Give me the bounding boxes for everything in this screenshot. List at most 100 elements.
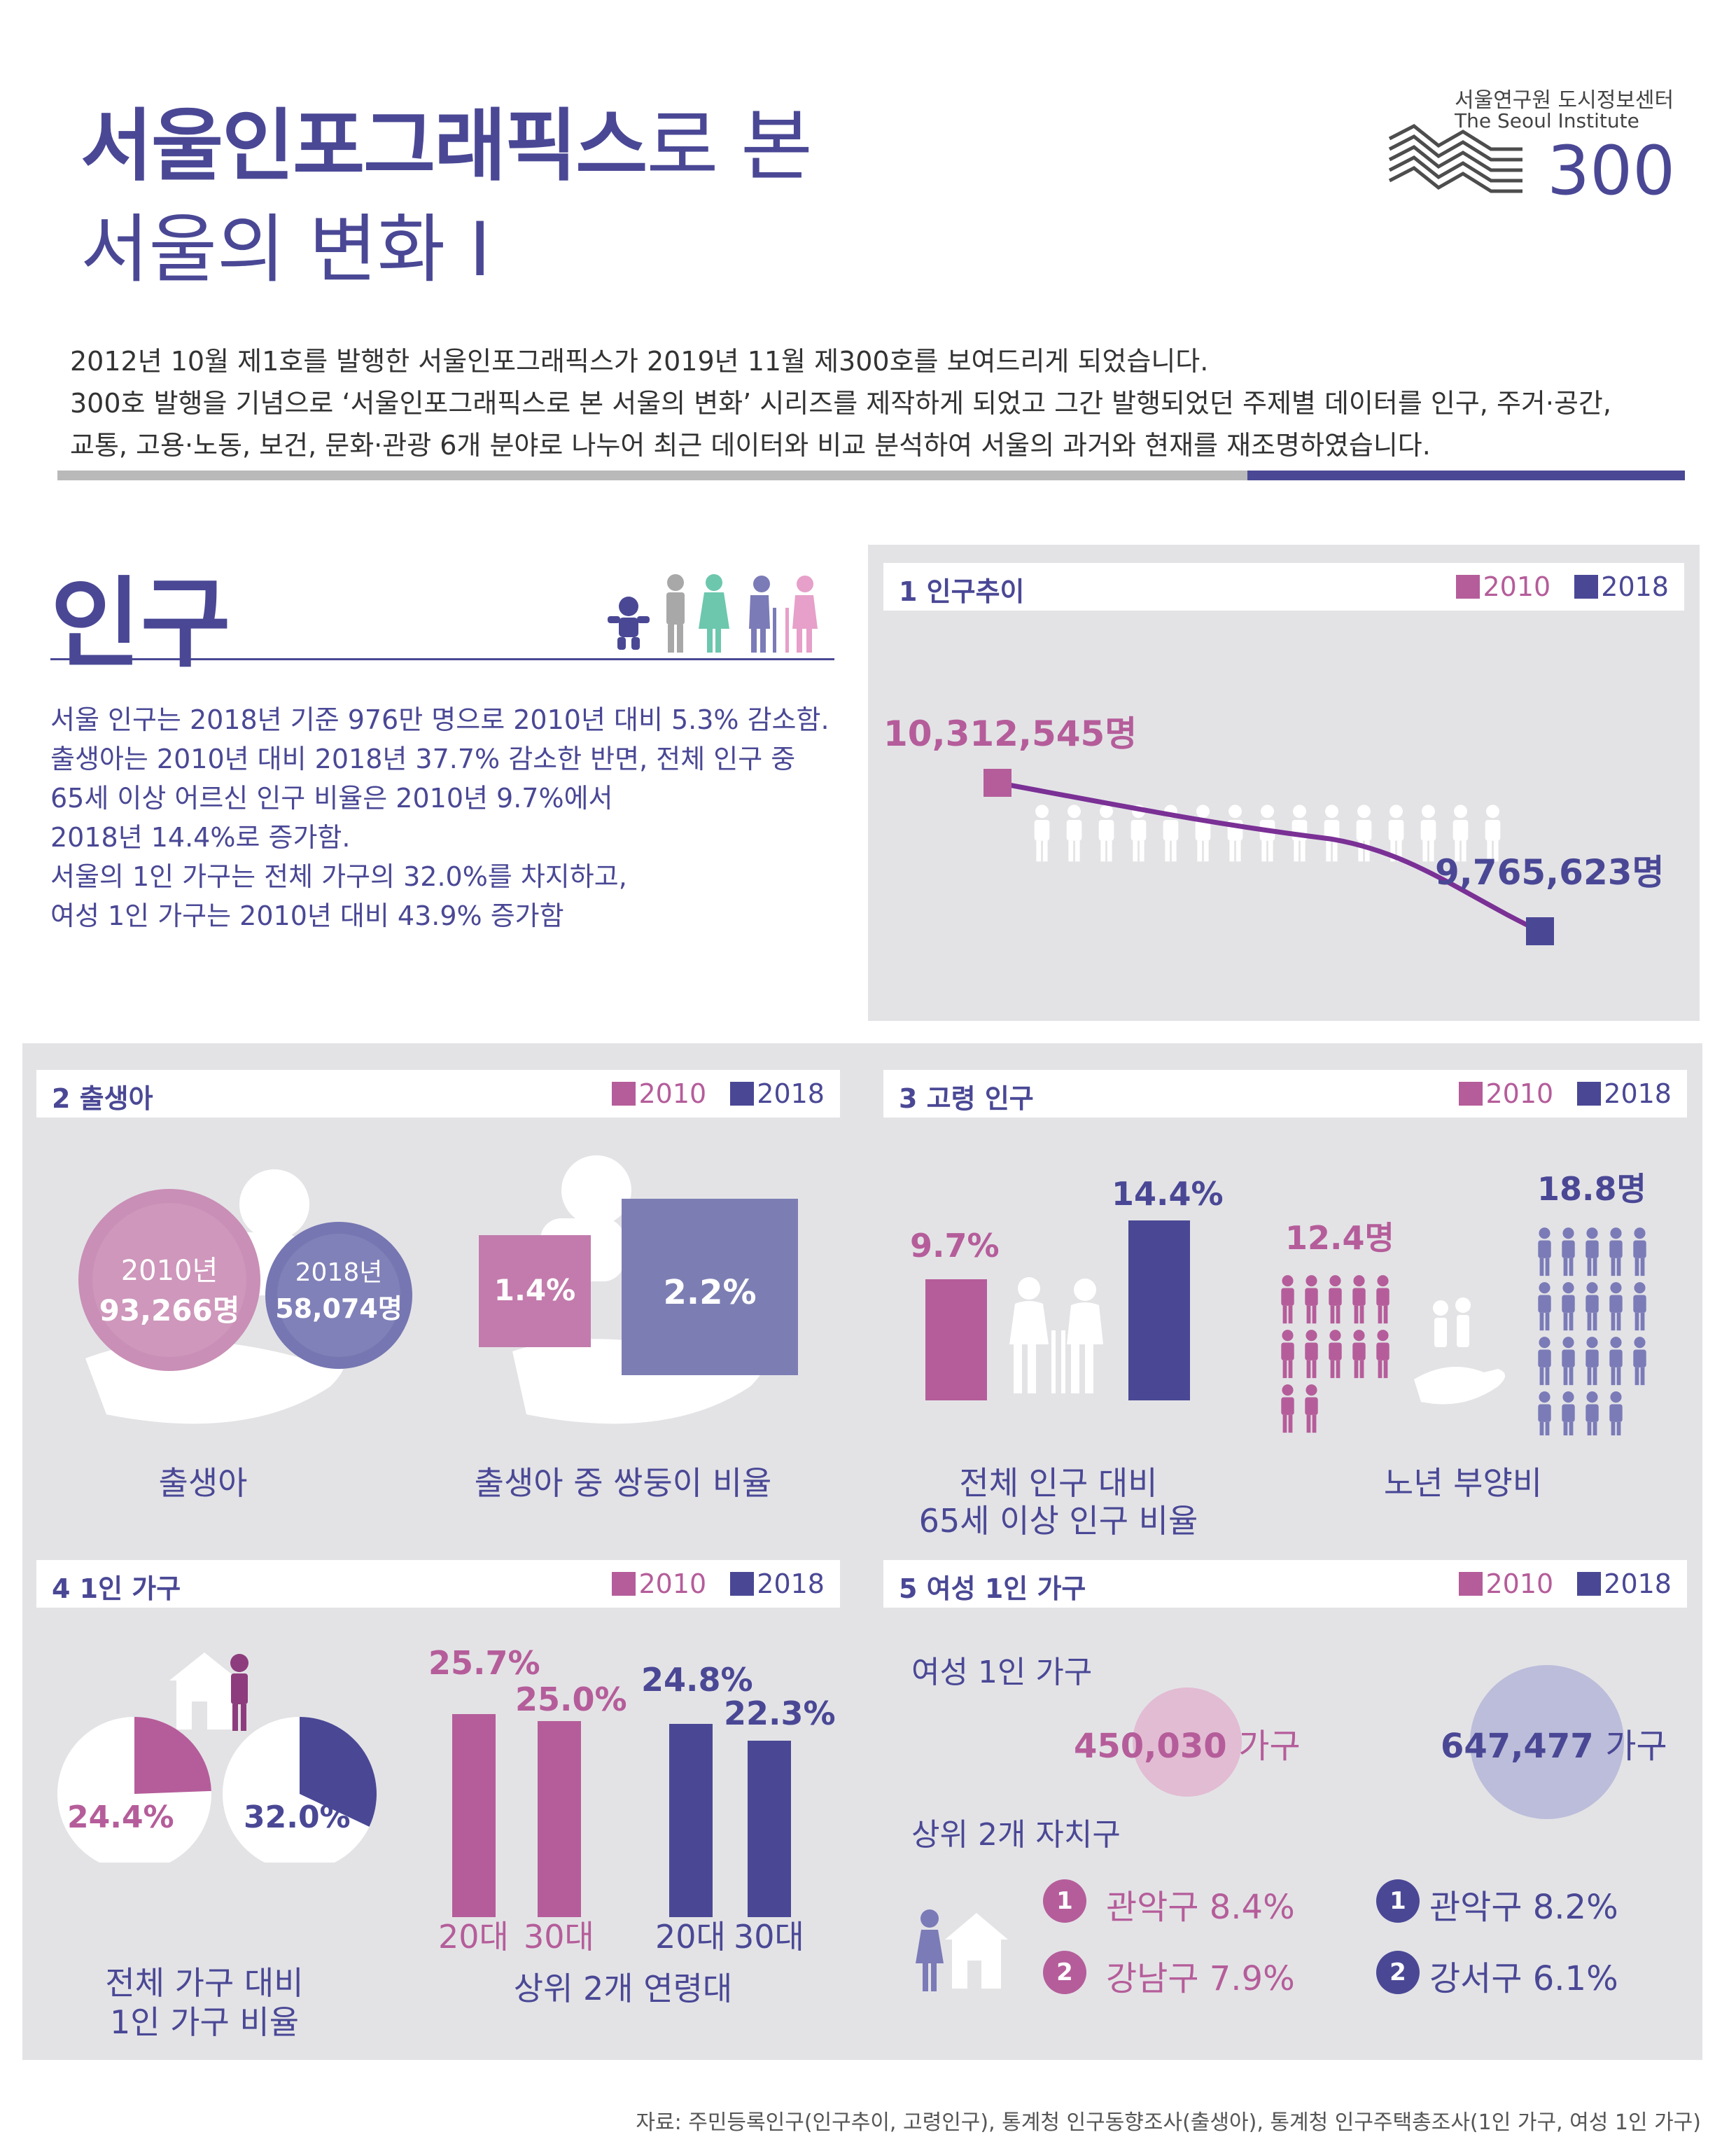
dependency-2018-person-icon (1538, 1337, 1551, 1386)
section-title: 인구 (50, 567, 231, 681)
pie-2010-slice (134, 1717, 211, 1794)
female-2010-value: 450,030 가구 (1074, 1727, 1301, 1766)
elderly-couple-icon (1009, 1277, 1103, 1393)
dependency-2010-person-icon (1281, 1330, 1294, 1379)
legend-2010: 2010 (1456, 571, 1550, 602)
crowd-people-icon (1034, 805, 1501, 862)
pie-2018-slice (300, 1717, 377, 1827)
single-household-pie-chart (57, 1652, 377, 1863)
age-2018-20s-value: 24.8% (641, 1661, 753, 1699)
dependency-2018-person-icon (1633, 1282, 1646, 1331)
births-2010-circle (78, 1189, 260, 1371)
panel-title: 2 출생아 (52, 1083, 153, 1114)
dependency-2018-person-icon (1609, 1227, 1623, 1276)
legend-2018: 2018 (1577, 1568, 1672, 1599)
legend-swatch-2010 (1459, 1572, 1483, 1596)
label-share-1: 전체 가구 대비 (105, 1964, 304, 2002)
crowd-person-icon (1227, 805, 1243, 862)
age-label-2010-30s: 30대 (524, 1918, 594, 1956)
label-share-2: 1인 가구 비율 (109, 2003, 300, 2041)
crowd-person-icon (1195, 805, 1211, 862)
panel-title: 3 고령 인구 (899, 1083, 1034, 1114)
dependency-2010-person-icon (1329, 1275, 1342, 1324)
legend-swatch-2010 (1459, 1082, 1483, 1106)
legend-swatch-2018 (1577, 1082, 1602, 1106)
dependency-2018-person-icon (1562, 1337, 1575, 1386)
births-2018-year: 2018년 (295, 1258, 383, 1287)
dependency-2010-person-icon (1281, 1275, 1294, 1324)
dependency-2018-person-icon (1633, 1227, 1646, 1276)
panel-population-trend: 1 인구추이 2010 2018 10,312,545명 9,765,623명 (868, 545, 1700, 1021)
crowd-person-icon (1388, 805, 1404, 862)
panel-elderly-header: 3 고령 인구 2010 2018 (883, 1070, 1687, 1118)
dependency-2018-value: 18.8명 (1537, 1170, 1646, 1208)
marker-2018 (1526, 917, 1554, 945)
legend-swatch-2018 (1574, 575, 1599, 599)
female-2018-bubble (1470, 1665, 1624, 1819)
legend-2010: 2010 (1459, 1568, 1553, 1599)
twins-2010-square (479, 1235, 591, 1347)
legend: 2010 2018 (1459, 1568, 1672, 1599)
dependency-2010-person-icon (1281, 1384, 1294, 1433)
births-2010-year: 2010년 (120, 1255, 218, 1287)
age-2018-30s-value: 22.3% (724, 1694, 836, 1732)
legend-swatch-2010 (612, 1082, 636, 1106)
twins-2018-square (622, 1199, 798, 1375)
dependency-people-chart (1281, 1227, 1646, 1435)
dependency-2010-value: 12.4명 (1285, 1219, 1394, 1257)
intro-line: 300호 발행을 기념으로 ‘서울인포그래픽스로 본 서울의 변화’ 시리즈를 … (70, 388, 1611, 419)
age-2010-20s-value: 25.7% (428, 1644, 540, 1682)
divider-gray (57, 471, 1247, 480)
twins-2018-value: 2.2% (663, 1273, 757, 1312)
legend-2018: 2018 (1574, 571, 1669, 602)
legend-2018: 2018 (1577, 1078, 1672, 1109)
dependency-2018-person-icon (1586, 1391, 1599, 1435)
dependency-2018-person-icon (1586, 1282, 1599, 1331)
population-trend-chart (983, 769, 1554, 945)
dependency-2010-person-icon (1329, 1330, 1342, 1379)
rank-badge-2018-1: 1 (1376, 1879, 1420, 1923)
legend-2018: 2018 (730, 1078, 825, 1109)
dependency-2010-people-icon (1281, 1275, 1390, 1433)
summary-line: 2018년 14.4%로 증가함. (50, 822, 351, 853)
issue-number: 300 (1547, 132, 1676, 210)
label-age-groups: 상위 2개 연령대 (513, 1970, 733, 2007)
rank-badge-2010-1: 1 (1043, 1879, 1086, 1923)
age-label-2018-30s: 30대 (734, 1918, 804, 1956)
panel-title: 5 여성 1인 가구 (899, 1573, 1086, 1604)
dependency-2018-person-icon (1586, 1227, 1599, 1276)
age-bar-2010-30s (538, 1721, 581, 1917)
section-underline (50, 658, 834, 660)
dependency-2018-person-icon (1562, 1391, 1575, 1435)
dependency-2018-person-icon (1538, 1282, 1551, 1331)
crowd-person-icon (1356, 805, 1372, 862)
crowd-person-icon (1066, 805, 1082, 862)
legend-swatch-2018 (1577, 1572, 1602, 1596)
crowd-person-icon (1130, 805, 1147, 862)
panel-single-household-header: 4 1인 가구 2010 2018 (36, 1560, 840, 1608)
legend-2010: 2010 (612, 1568, 706, 1599)
legend-swatch-2010 (1456, 575, 1480, 599)
dependency-2018-person-icon (1586, 1337, 1599, 1386)
page-subtitle: 서울의 변화 I (80, 207, 491, 293)
trend-line (997, 780, 1541, 934)
top-districts-label: 상위 2개 자치구 (911, 1817, 1121, 1853)
summary-line: 65세 이상 어르신 인구 비율은 2010년 9.7%에서 (50, 783, 613, 814)
age-2010-30s-value: 25.0% (515, 1680, 627, 1718)
dependency-2018-person-icon (1609, 1282, 1623, 1331)
dependency-2010-person-icon (1305, 1330, 1318, 1379)
source-note: 자료: 주민등록인구(인구추이, 고령인구), 통계청 인구동향조사(출생아),… (636, 2110, 1701, 2135)
district-2018-2: 강서구 6.1% (1429, 1959, 1618, 1998)
panel-title: 4 1인 가구 (52, 1573, 181, 1604)
label-elder-ratio-1: 전체 인구 대비 (959, 1464, 1158, 1502)
births-2010-value: 93,266명 (99, 1293, 240, 1328)
dependency-2018-person-icon (1562, 1227, 1575, 1276)
legend: 2010 2018 (612, 1078, 825, 1109)
dependency-2018-person-icon (1609, 1337, 1623, 1386)
female-subtitle: 여성 1인 가구 (911, 1655, 1093, 1690)
female-2018-value: 647,477 가구 (1441, 1727, 1667, 1766)
panel-births-header: 2 출생아 2010 2018 (36, 1070, 840, 1118)
dependency-2010-person-icon (1376, 1275, 1390, 1324)
legend-2010: 2010 (1459, 1078, 1553, 1109)
legend-2010: 2010 (612, 1078, 706, 1109)
